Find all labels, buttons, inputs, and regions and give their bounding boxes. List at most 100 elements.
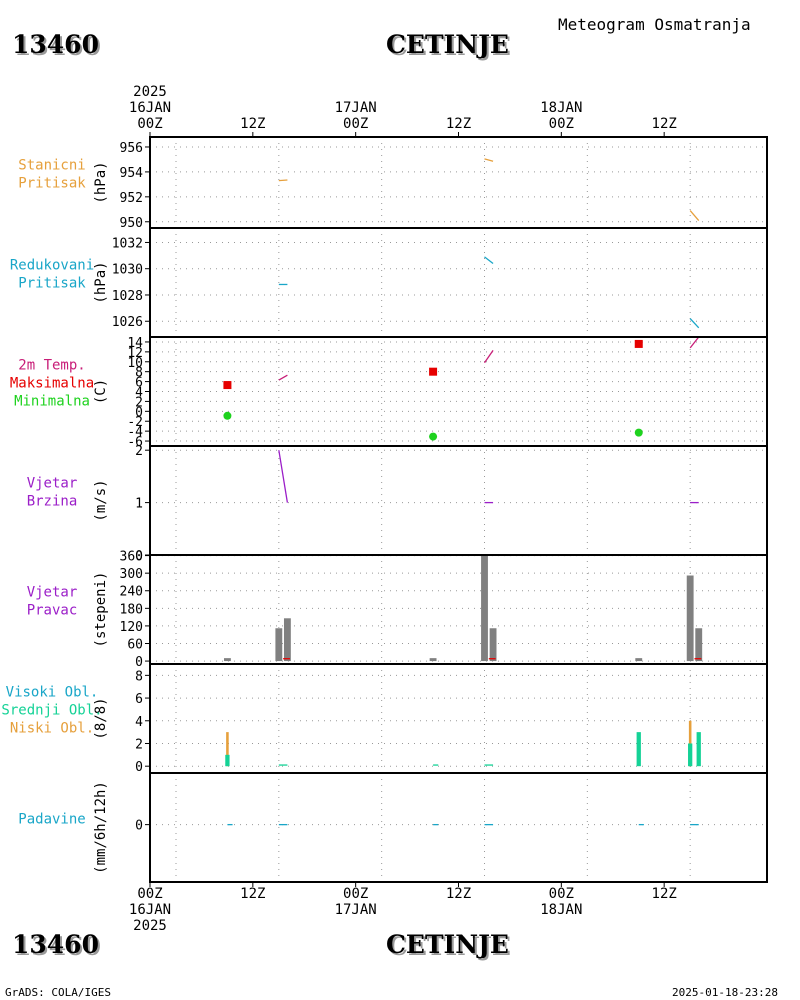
bottom-time-label: 00Z	[137, 886, 162, 902]
panel-frame	[149, 772, 768, 883]
data-bar	[636, 732, 641, 767]
station-id-bottom: 13460	[12, 930, 99, 959]
panel-wind-speed: 0 1 2 (m/s) Vjetar Brzina	[27, 444, 768, 564]
y-tick-label: 0	[135, 655, 143, 670]
data-segment	[484, 158, 494, 162]
panel-label: Pritisak	[18, 176, 86, 192]
y-tick-label: 1	[135, 497, 143, 512]
panel-label: Visoki Obl.	[6, 685, 99, 701]
data-segment	[689, 336, 700, 349]
panel-label: Maksimalna	[10, 376, 94, 392]
y-tick-label: 300	[120, 567, 143, 582]
data-segment	[484, 256, 494, 264]
max-temp-marker	[429, 367, 438, 376]
top-time-label: 12Z	[446, 116, 471, 132]
max-temp-marker	[634, 339, 643, 348]
bottom-time-label: 12Z	[240, 886, 265, 902]
y-tick-label: 6	[135, 376, 143, 391]
panel-label: Minimalna	[14, 394, 90, 410]
data-bar	[225, 754, 230, 767]
y-tick-label: 8	[135, 669, 143, 684]
bottom-time-label: 16JAN	[129, 902, 171, 918]
data-bar	[283, 618, 291, 662]
y-tick-label: 0	[135, 405, 143, 420]
bottom-time-label: 12Z	[446, 886, 471, 902]
data-bar	[686, 575, 694, 662]
y-tick-label: -4	[127, 425, 143, 440]
panel-label: Vjetar	[27, 476, 78, 492]
panel-label: Stanicni	[18, 158, 85, 174]
top-time-label: 12Z	[240, 116, 265, 132]
top-time-label: 00Z	[137, 116, 162, 132]
top-time-label: 00Z	[343, 116, 368, 132]
y-tick-label: 2	[135, 395, 143, 410]
data-bar	[429, 658, 437, 662]
y-tick-label: -6	[127, 435, 143, 450]
generation-timestamp: 2025-01-18-23:28	[672, 986, 778, 999]
data-bar	[688, 720, 692, 767]
y-tick-label: 120	[120, 620, 143, 635]
y-tick-label: 4	[135, 386, 143, 401]
top-time-label: 12Z	[652, 116, 677, 132]
y-tick-label: 1032	[112, 236, 143, 251]
y-tick-label: 8	[135, 366, 143, 381]
panel-frame	[149, 445, 768, 556]
data-bar	[695, 628, 703, 662]
grads-credit: GrADS: COLA/IGES	[5, 986, 111, 999]
y-tick-label: 1028	[112, 289, 143, 304]
data-segment	[689, 210, 700, 221]
y-tick-label: -2	[127, 415, 143, 430]
panel-label: Redukovani	[10, 258, 94, 274]
y-tick-label: 240	[120, 585, 143, 600]
data-bar	[635, 658, 643, 662]
y-tick-label: 14	[127, 336, 143, 351]
top-time-label: 18JAN	[540, 100, 582, 116]
unit-label: (hPa)	[93, 261, 109, 303]
min-temp-marker	[429, 432, 438, 441]
y-tick-label: 180	[120, 602, 143, 617]
y-tick-label: 60	[127, 637, 143, 652]
y-tick-label: 954	[120, 166, 144, 181]
y-tick-label: 12	[127, 346, 143, 361]
unit-label: (stepeni)	[93, 572, 109, 648]
y-tick-label: 0	[135, 819, 143, 834]
y-tick-label: 956	[120, 141, 143, 156]
data-bar	[223, 658, 231, 662]
data-bar	[489, 628, 497, 662]
bottom-time-label: 17JAN	[335, 902, 377, 918]
unit-label: (8/8)	[93, 697, 109, 739]
unit-label: (C)	[93, 379, 109, 404]
max-temp-marker	[223, 381, 232, 390]
y-tick-label: 1030	[112, 263, 143, 278]
min-temp-marker	[223, 411, 232, 420]
y-tick-label: 1026	[112, 315, 143, 330]
data-bar	[688, 743, 693, 767]
y-tick-label: 6	[135, 692, 143, 707]
data-segment	[483, 350, 494, 364]
panel-label: Srednji Obl.	[1, 703, 102, 719]
bottom-time-label: 00Z	[549, 886, 574, 902]
top-time-label: 17JAN	[335, 100, 377, 116]
station-name-top: CETINJE	[386, 30, 509, 59]
panel-label: Pritisak	[18, 276, 86, 292]
panel-wind-direction: 0 60 120 180 240 300 360 (stepeni) Vjetar Pravac	[27, 550, 768, 670]
panel-frame	[149, 663, 768, 774]
y-tick-label: 360	[120, 550, 143, 565]
top-time-label: 2025	[133, 84, 167, 100]
unit-label: (mm/6h/12h)	[93, 781, 109, 874]
unit-label: (hPa)	[93, 161, 109, 203]
panel-label: Brzina	[27, 494, 78, 510]
data-segment	[278, 450, 289, 503]
min-temp-marker	[634, 428, 643, 437]
y-tick-label: 0	[135, 549, 143, 564]
top-time-label: 00Z	[549, 116, 574, 132]
bottom-time-label: 12Z	[652, 886, 677, 902]
bottom-time-label: 2025	[133, 918, 167, 934]
panel-frame	[149, 227, 768, 338]
station-id-top: 13460	[12, 30, 99, 59]
meteogram-title: Meteogram Osmatranja	[558, 15, 751, 34]
bottom-time-label: 18JAN	[540, 902, 582, 918]
panel-label: Padavine	[18, 812, 85, 828]
